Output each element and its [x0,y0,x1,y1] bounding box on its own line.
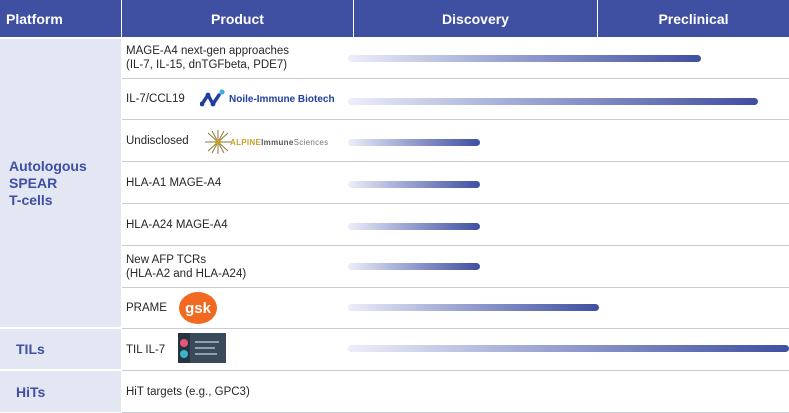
product-line: HLA-A1 MAGE-A4 [126,176,222,189]
gsk-logo-icon [179,292,217,324]
gsk-wordmark: gsk [185,299,211,317]
product-name: PRAME [126,288,167,328]
alpine-star-icon [205,130,231,154]
progress-bar [348,345,789,352]
product-line: HiT targets (e.g., GPC3) [126,385,250,398]
progress-bar [348,181,480,188]
progress-bar [348,304,599,311]
partner-wordmark: ALPINEImmuneSciences [230,138,329,147]
pipeline-row: HiT targets (e.g., GPC3) [122,371,789,413]
progress-bar [348,55,701,62]
progress-bar [348,139,480,146]
noile-immune-logo: Noile-Immune Biotech [200,89,335,109]
product-line: (HLA-A2 and HLA-A24) [126,267,247,280]
product-name: MAGE-A4 next-gen approaches (IL-7, IL-15… [126,38,289,78]
platform-label-line: T-cells [9,191,53,208]
column-header-discovery: Discovery [354,0,597,37]
column-header-preclinical: Preclinical [598,0,789,37]
product-line: HLA-A24 MAGE-A4 [126,218,228,231]
product-line: MAGE-A4 next-gen approaches [126,45,290,57]
til-partner-logo [178,333,226,363]
product-line: TIL IL-7 [126,343,166,356]
product-name: HiT targets (e.g., GPC3) [126,371,250,412]
gsk-logo: gsk [178,291,218,325]
product-name: IL-7/CCL19 [126,79,185,119]
product-line: PRAME [126,302,167,314]
platform-label-line: SPEAR [9,174,58,191]
column-header-product: Product [122,0,353,37]
product-name: New AFP TCRs (HLA-A2 and HLA-A24) [126,246,246,287]
wordmark-rest: Sciences [293,137,329,147]
product-line: New AFP TCRs [126,253,207,266]
noile-icon [200,89,225,107]
platform-hits: HiTs [0,371,121,412]
product-line: Undisclosed [126,134,189,147]
alpine-immune-logo: ALPINEImmuneSciences [204,129,329,155]
progress-bar [348,223,480,230]
progress-bar [348,263,480,270]
product-line: (IL-7, IL-15, dnTGFbeta, PDE7) [126,59,288,71]
pipeline-row: HLA-A24 MAGE-A4 [122,204,789,246]
column-header-platform: Platform [0,0,121,37]
partner-name: Noile-Immune Biotech [229,93,335,105]
pipeline-row: IL-7/CCL19 Noile-Immune Biotech [122,79,789,120]
platform-label-line: Autologous [9,157,87,174]
product-name: TIL IL-7 [126,329,165,370]
product-line: IL-7/CCL19 [126,93,185,105]
pipeline-row: PRAME gsk [122,288,789,329]
product-name: HLA-A24 MAGE-A4 [126,204,228,245]
platform-tils: TILs [0,329,121,369]
product-name: HLA-A1 MAGE-A4 [126,162,221,203]
platform-autologous-spear: Autologous SPEAR T-cells [0,39,121,327]
product-name: Undisclosed [126,120,189,161]
progress-bar [348,98,758,105]
pipeline-row: MAGE-A4 next-gen approaches (IL-7, IL-15… [122,38,789,79]
wordmark-main: ALPINE [230,137,262,147]
pipeline-row: New AFP TCRs (HLA-A2 and HLA-A24) [122,246,789,288]
pipeline-row: HLA-A1 MAGE-A4 [122,162,789,204]
pipeline-row: Undisclosed ALPINEImmuneSciences [122,120,789,162]
pipeline-row: TIL IL-7 [122,329,789,371]
wordmark-accent: Immune [261,137,294,147]
til-partner-logo-icon [178,333,226,363]
